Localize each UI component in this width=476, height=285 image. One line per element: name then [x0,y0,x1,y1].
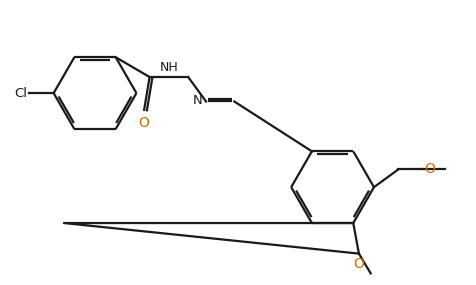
Text: O: O [353,257,364,271]
Text: Cl: Cl [14,87,27,100]
Text: NH: NH [159,61,178,74]
Text: O: O [423,162,434,176]
Text: O: O [138,116,149,130]
Text: N: N [193,94,202,107]
